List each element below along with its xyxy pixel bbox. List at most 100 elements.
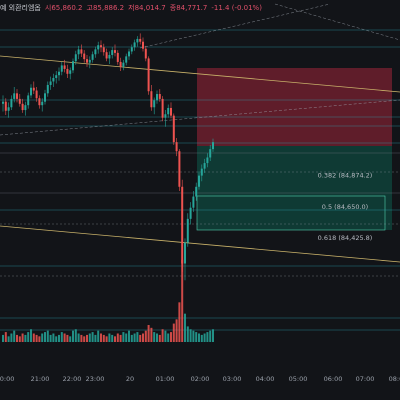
volume-bar-22 [63,333,66,342]
candle-body-59 [167,107,170,115]
dashed-trend-a [0,99,400,136]
candle-body-14 [41,101,44,106]
volume-bar-15 [44,332,46,342]
candle-body-62 [175,142,178,152]
trendline-upper [0,55,400,93]
volume-bar-36 [102,334,105,342]
candle-body-6 [18,98,21,104]
candle-body-15 [44,93,46,102]
volume-bar-48 [136,332,139,342]
fib-label-0.382: 0.382 (84,874.2) [318,172,373,180]
candle-body-19 [55,75,58,78]
candles-layer [2,33,214,281]
candle-body-16 [46,84,49,94]
legend-close: 종84,771.7 [169,4,208,12]
time-label-11: 07:00 [356,375,375,383]
volume-bar-73 [206,332,209,342]
time-label-12: 08:00 [389,375,400,383]
volume-bar-25 [72,330,74,342]
candle-body-71 [200,168,203,176]
volume-bar-63 [178,302,181,342]
candle-body-36 [102,47,105,53]
candle-body-45 [128,51,130,57]
volume-bar-62 [175,319,178,342]
time-label-5: 01:00 [156,375,175,383]
volume-bar-9 [27,332,30,342]
candle-body-27 [77,49,80,55]
volume-bar-59 [167,333,170,342]
candle-body-68 [192,196,195,208]
volume-bar-35 [100,333,102,342]
volume-bar-32 [91,332,94,342]
candle-body-60 [170,107,172,116]
volume-bar-75 [212,329,214,342]
volume-bar-68 [192,330,195,342]
volume-bar-21 [60,332,63,342]
candle-body-49 [139,38,142,42]
volume-bar-43 [122,332,125,342]
candle-body-54 [153,100,156,108]
candle-body-55 [156,94,158,101]
candle-body-48 [136,38,139,43]
candle-body-69 [195,186,198,197]
volume-bar-12 [35,334,38,342]
candle-body-70 [198,175,200,187]
volume-bar-4 [13,330,16,342]
candle-body-7 [21,103,24,111]
volume-bar-26 [74,329,77,342]
legend-name: 예 외환리엠옵 [0,4,41,12]
volume-bar-24 [69,336,72,342]
candle-body-30 [86,59,88,63]
legend-change: -11.4 (-0.01%) [211,4,262,12]
volume-bar-52 [147,325,150,342]
volume-bar-69 [195,332,198,342]
volume-bar-13 [38,336,41,342]
candle-body-10 [30,87,32,96]
volume-bar-49 [139,334,142,342]
candle-body-1 [4,101,7,111]
volume-bar-51 [144,330,147,342]
candle-body-28 [80,49,83,54]
dashed-trend-c [274,3,400,41]
time-label-9: 05:00 [289,375,308,383]
candle-body-66 [186,218,189,243]
candle-body-74 [209,149,212,158]
candle-body-73 [206,157,209,164]
volume-bar-54 [153,332,156,342]
candle-body-65 [184,242,186,264]
volume-bar-42 [119,334,122,342]
time-label-2: 22:00 [63,375,82,383]
candle-body-2 [7,107,10,111]
volume-bar-55 [156,333,158,342]
candle-body-72 [203,163,206,169]
volume-bar-31 [88,333,91,342]
candle-body-20 [58,71,60,76]
candle-body-26 [74,54,77,62]
candle-body-67 [189,207,192,219]
volume-bar-14 [41,333,44,342]
volume-bar-1 [4,332,7,342]
candle-body-35 [100,45,102,48]
candle-body-41 [116,52,119,62]
volume-bar-44 [125,333,128,342]
fib-label-0.5: 0.5 (84,650.0) [322,203,368,211]
volume-bar-58 [164,330,167,342]
candle-body-57 [161,98,164,118]
volume-bar-66 [186,326,189,342]
target-zone-frame [196,195,386,231]
volume-bar-7 [21,333,24,342]
volume-bar-10 [30,329,32,342]
volume-bar-40 [114,336,116,342]
volume-bar-34 [97,330,100,342]
dashed-trend-b [139,3,331,49]
volume-bar-71 [200,334,203,342]
candle-body-40 [114,50,116,53]
candle-body-24 [69,70,72,74]
candle-body-44 [125,56,128,63]
candle-body-12 [35,90,38,99]
candle-body-52 [147,58,150,92]
candle-body-53 [150,91,153,108]
volume-bar-28 [80,334,83,342]
volume-bar-37 [105,336,108,342]
